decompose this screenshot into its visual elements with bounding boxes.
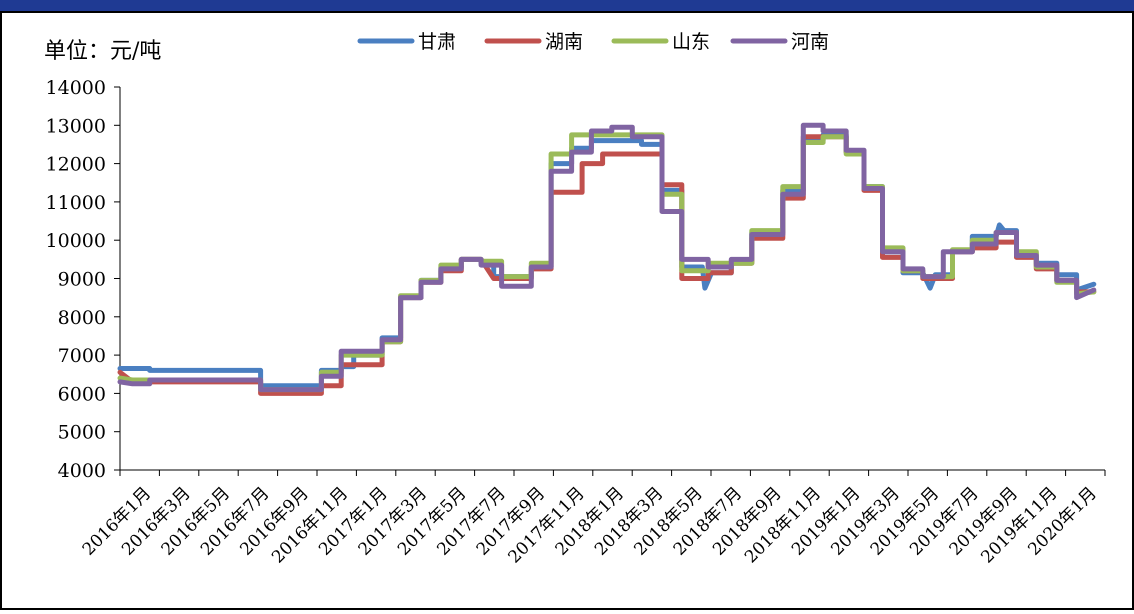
y-tick-label: 10000 [46,230,106,252]
y-tick-label: 9000 [58,269,106,291]
unit-label: 单位：元/吨 [44,39,161,64]
series-line-3 [117,132,1097,393]
legend: 甘肃 湖南 山东 河南 [357,31,829,53]
y-tick-label: 11000 [46,192,106,214]
y-tick-label: 5000 [58,422,106,444]
y-tick-label: 7000 [58,345,106,367]
series-line-2 [117,134,1097,396]
chart-frame [0,11,1134,610]
y-tick-label: 4000 [58,460,106,482]
legend-label: 山东 [672,31,710,53]
x-axis: 2016年1月2016年3月2016年5月2016年7月2016年9月2016年… [79,469,1106,567]
y-tick-label: 13000 [46,115,106,137]
series-group [117,122,1097,396]
y-tick-label: 6000 [58,383,106,405]
legend-label: 湖南 [545,31,583,53]
header-bar [0,0,1134,12]
legend-label: 河南 [791,31,829,53]
series-line-4 [117,122,1097,393]
y-axis: 4000 5000 6000 7000 8000 9000 10000 11000 12000 1… [46,77,121,482]
y-tick-label: 8000 [58,307,106,329]
legend-label: 甘肃 [418,31,456,53]
y-tick-label: 14000 [46,77,106,99]
y-tick-label: 12000 [46,154,106,176]
series-line-1 [117,132,1097,389]
